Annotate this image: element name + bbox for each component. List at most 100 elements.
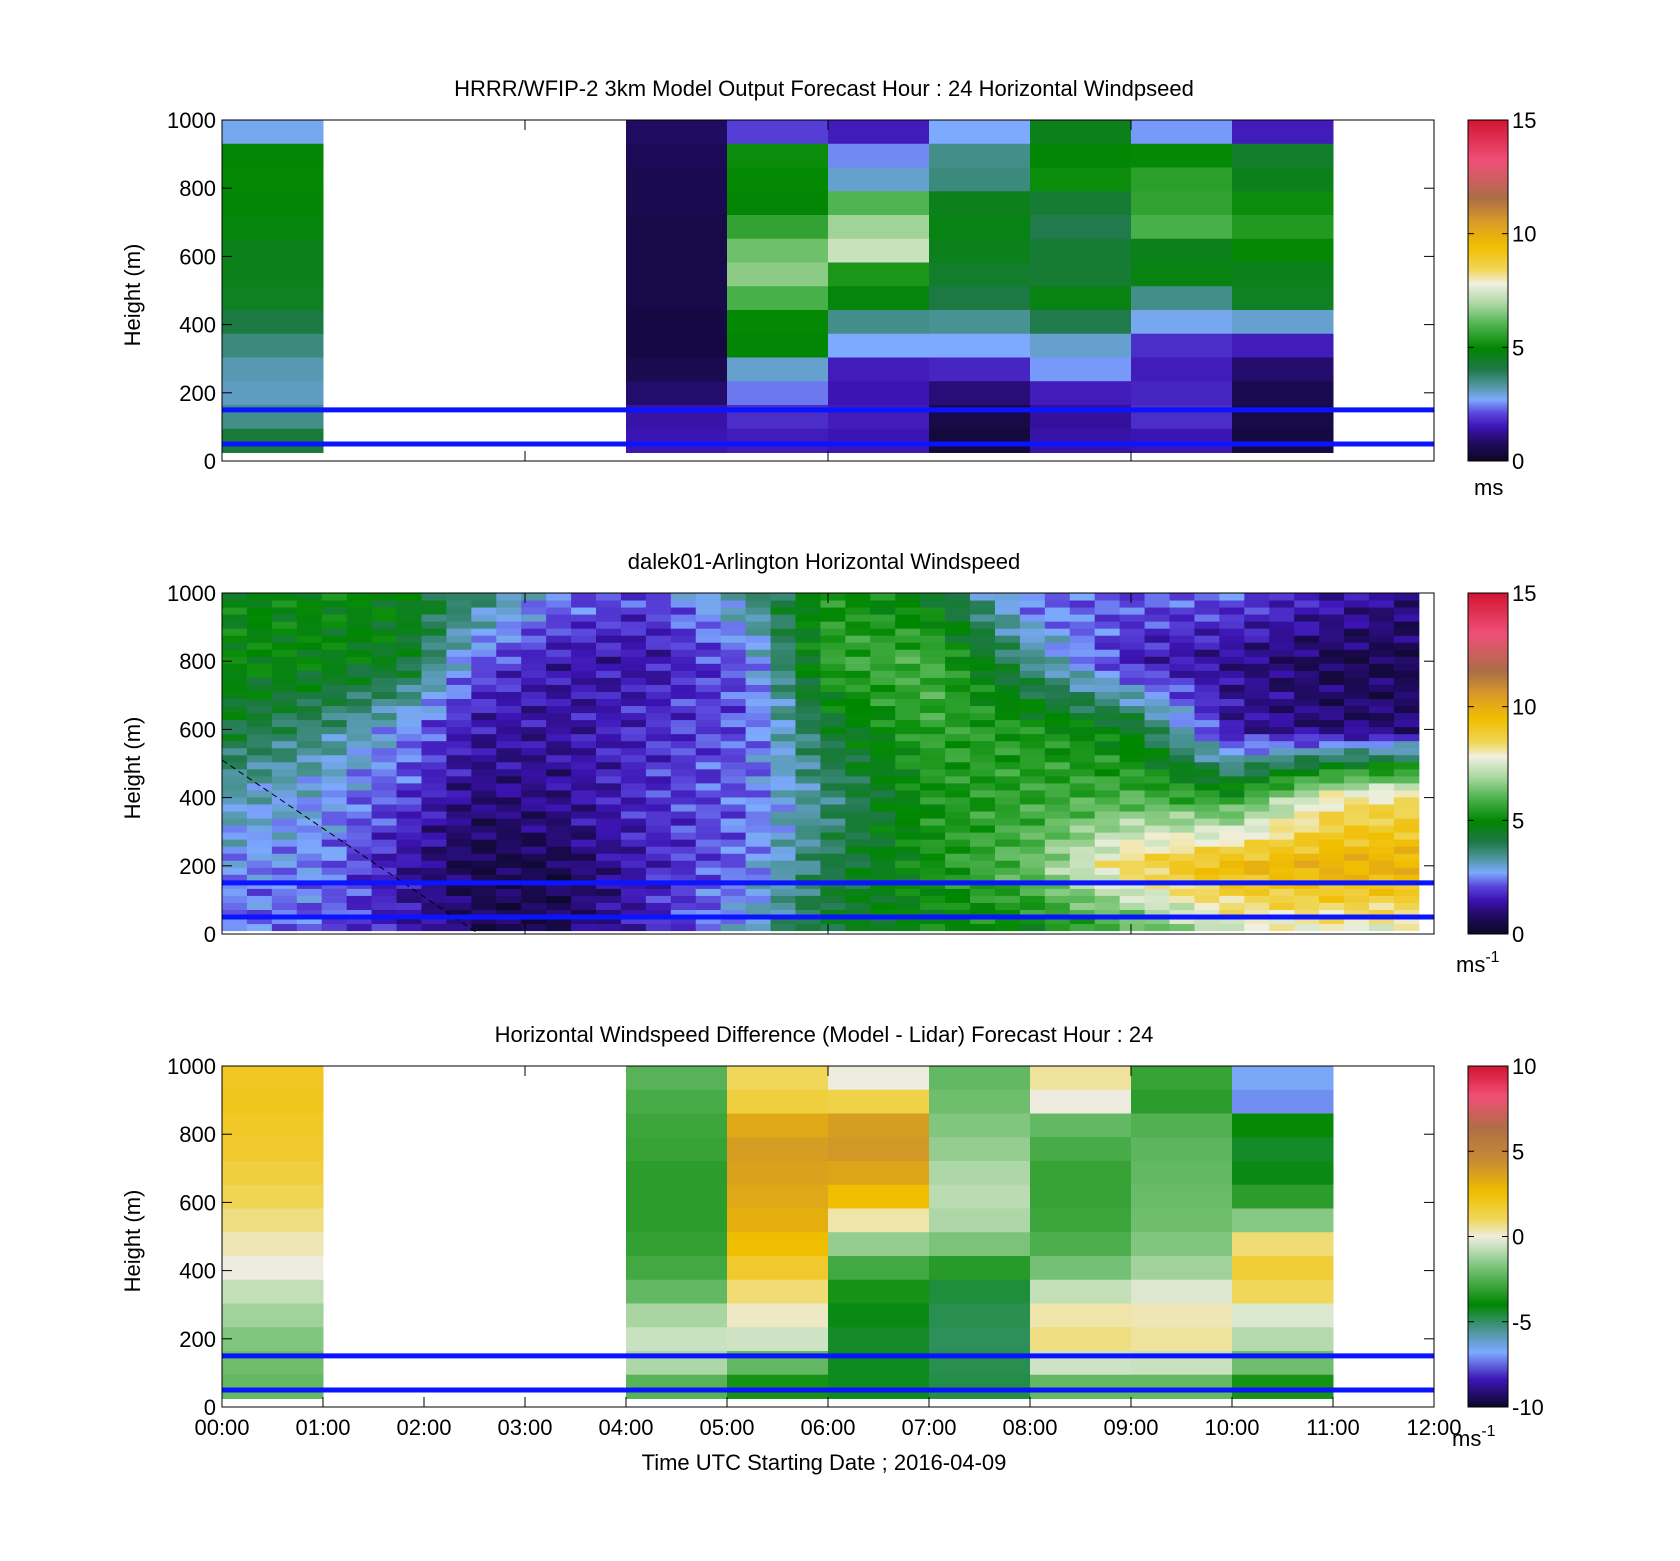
heatmap-cell [920, 825, 946, 833]
heatmap-cell [596, 656, 622, 664]
heatmap-cell [645, 754, 672, 763]
heatmap-cell [496, 642, 522, 650]
heatmap-cell [1194, 874, 1220, 882]
heatmap-cell [1044, 649, 1071, 657]
heatmap-cell [845, 747, 871, 756]
heatmap-cell [720, 902, 747, 910]
heatmap-cell [945, 726, 971, 735]
heatmap-cell [1044, 839, 1071, 847]
heatmap-cell [645, 747, 672, 756]
heatmap-cell [1144, 916, 1171, 925]
heatmap-cell [1044, 712, 1071, 721]
heatmap-cell [1194, 600, 1220, 608]
heatmap-cell [471, 705, 497, 714]
heatmap-cell [371, 782, 398, 791]
heatmap-cell [222, 754, 248, 763]
heatmap-cell [895, 600, 921, 608]
heatmap-cell [1368, 916, 1395, 925]
heatmap-cell [720, 803, 747, 812]
heatmap-cell [496, 761, 522, 770]
heatmap-cell [421, 846, 447, 854]
heatmap-cell [770, 642, 796, 650]
heatmap-cell [1232, 1255, 1334, 1281]
heatmap-cell [596, 818, 622, 826]
heatmap-cell [1294, 593, 1320, 601]
heatmap-cell [1069, 719, 1096, 728]
heatmap-cell [296, 670, 323, 678]
colorbar-tick-label: 0 [1512, 922, 1524, 947]
heatmap-cell [1344, 670, 1370, 678]
heatmap-cell [1094, 923, 1121, 932]
heatmap-cell [222, 309, 324, 335]
heatmap-cell [670, 628, 697, 636]
heatmap-cell [970, 747, 996, 756]
heatmap-cell [396, 761, 422, 770]
heatmap-cell [695, 719, 722, 728]
heatmap-cell [246, 621, 273, 629]
heatmap-cell [1319, 698, 1345, 707]
heatmap-cell [546, 768, 572, 777]
heatmap-cell [1169, 846, 1195, 854]
heatmap-cell [1131, 238, 1233, 263]
y-tick-label: 600 [179, 717, 216, 742]
heatmap-cell [795, 902, 821, 910]
heatmap-cell [296, 888, 323, 896]
heatmap-cell [695, 832, 722, 840]
heatmap-cell [1319, 916, 1345, 925]
heatmap-cell [845, 733, 871, 742]
heatmap-cell [970, 677, 996, 685]
heatmap-cell [321, 895, 348, 903]
heatmap-cell [246, 818, 273, 826]
heatmap-cell [970, 670, 996, 678]
heatmap-cell [471, 684, 497, 692]
heatmap-cell [1019, 607, 1046, 615]
heatmap-cell [471, 902, 497, 910]
heatmap-cell [321, 811, 348, 819]
heatmap-cell [1194, 691, 1220, 699]
heatmap-cell [1094, 705, 1121, 714]
heatmap-cell [620, 691, 647, 699]
heatmap-cell [1393, 888, 1420, 896]
heatmap-cell [1044, 691, 1071, 699]
heatmap-cell [222, 1279, 324, 1304]
heatmap-cell [296, 832, 323, 840]
heatmap-cell [546, 789, 572, 798]
heatmap-cell [895, 649, 921, 657]
heatmap-cell [1069, 684, 1096, 692]
heatmap-cell [1232, 381, 1334, 406]
heatmap-cell [626, 143, 728, 168]
heatmap-cell [446, 867, 472, 875]
heatmap-cell [446, 621, 472, 629]
heatmap-cell [645, 656, 672, 664]
heatmap-cell [870, 656, 896, 664]
heatmap-cell [770, 733, 796, 742]
heatmap-cell [1169, 839, 1195, 847]
heatmap-cell [795, 888, 821, 896]
heatmap-cell [1219, 775, 1245, 784]
heatmap-cell [1244, 811, 1270, 819]
heatmap-cell [321, 916, 348, 925]
heatmap-cell [521, 754, 547, 763]
heatmap-cell [1019, 656, 1046, 664]
heatmap-cell [626, 1113, 728, 1138]
heatmap-cell [1269, 635, 1295, 643]
heatmap-cell [1194, 719, 1220, 728]
heatmap-cell [945, 909, 971, 918]
heatmap-cell [346, 670, 373, 678]
heatmap-cell [720, 726, 747, 735]
heatmap-cell [1294, 895, 1320, 903]
colorbar-tick-label: -5 [1512, 1310, 1532, 1335]
heatmap-cell [296, 656, 323, 664]
heatmap-cell [870, 691, 896, 699]
heatmap-cell [795, 825, 821, 833]
heatmap-cell [795, 726, 821, 735]
heatmap-cell [727, 1137, 829, 1162]
heatmap-cell [222, 719, 248, 728]
heatmap-cell [571, 818, 597, 826]
heatmap-cell [845, 705, 871, 714]
heatmap-cell [371, 670, 398, 678]
heatmap-cell [1119, 726, 1146, 735]
heatmap-cell [596, 825, 622, 833]
heatmap-cell [546, 684, 572, 692]
